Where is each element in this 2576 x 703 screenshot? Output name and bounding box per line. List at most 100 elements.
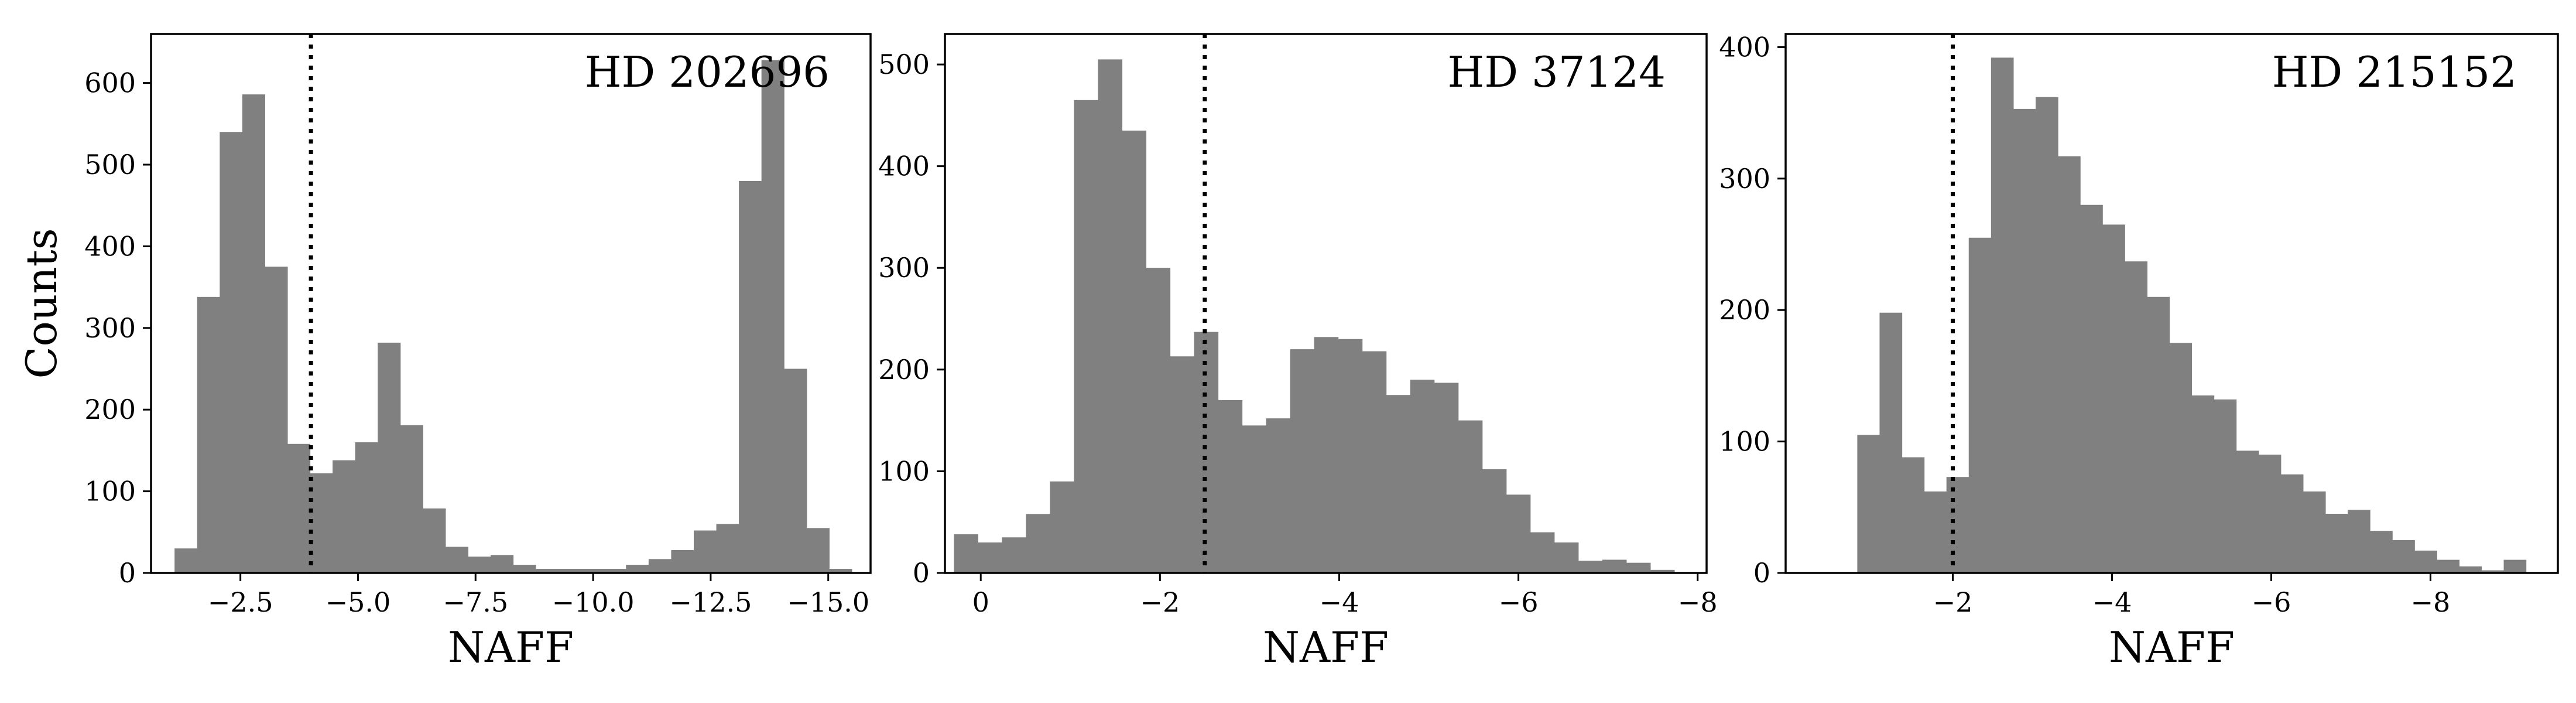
histogram-bar <box>2058 156 2081 573</box>
x-tick-label: −5.0 <box>326 586 391 618</box>
histogram-bar <box>2191 395 2215 573</box>
y-tick-label: 200 <box>1719 294 1770 326</box>
histogram-bar <box>1386 395 1411 573</box>
histogram-bar <box>400 425 423 573</box>
histogram-bar <box>2258 455 2282 573</box>
histogram-bar <box>581 569 604 573</box>
histogram-bar <box>2348 510 2371 573</box>
y-tick-label: 400 <box>84 230 136 262</box>
axes-frame <box>944 33 1708 574</box>
histogram-bar <box>1002 537 1026 573</box>
x-tick-label: −7.5 <box>443 586 508 618</box>
y-tick-label: 500 <box>878 49 930 80</box>
x-axis-label: NAFF <box>1263 623 1389 672</box>
histogram-bar <box>1946 477 1969 573</box>
x-tick-label: −2.5 <box>208 586 273 618</box>
histogram-bar <box>1362 351 1387 573</box>
histogram-bar <box>2437 559 2459 573</box>
histogram-bar <box>174 548 198 573</box>
axes-frame <box>1784 33 2559 574</box>
histogram-bar <box>2236 451 2259 573</box>
x-axis-label: NAFF <box>448 623 574 672</box>
x-tick-label: −6 <box>2252 586 2291 618</box>
histogram-bar <box>2169 343 2193 573</box>
histogram-bar <box>761 60 785 573</box>
histogram-bar <box>806 528 830 573</box>
panel-title: HD 215152 <box>2272 47 2517 97</box>
y-tick-label: 400 <box>1719 31 1770 63</box>
histogram-bar <box>355 442 378 573</box>
histogram-bar <box>1626 562 1651 573</box>
y-tick-label: 0 <box>1753 557 1770 589</box>
histogram-bar <box>1050 481 1075 573</box>
histogram-bar <box>784 368 807 573</box>
histogram-bar <box>445 547 469 573</box>
histogram-bar <box>2147 296 2170 573</box>
y-tick-label: 0 <box>119 557 136 589</box>
histogram-bar <box>1170 356 1195 573</box>
histogram-panel-hd-215152: −2 −4 −6 −8 0 100 200 300 400 HD 215152 NAFF <box>1719 31 2559 672</box>
histogram-bar <box>2125 261 2147 573</box>
histogram-bar <box>1506 494 1531 573</box>
histogram-bar <box>490 555 514 573</box>
x-tick-label: −4 <box>2092 586 2132 618</box>
histogram-bar <box>954 534 978 573</box>
histogram-bar <box>603 569 626 573</box>
histogram-bar <box>2214 399 2237 573</box>
x-tick-label: −15.0 <box>787 586 869 618</box>
y-tick-label: 400 <box>878 151 930 182</box>
histogram-bar <box>1314 337 1339 573</box>
y-tick-label: 300 <box>1719 163 1770 194</box>
y-tick-label: 200 <box>84 394 136 425</box>
histogram-bar <box>333 460 356 573</box>
histogram-bar <box>1194 332 1219 573</box>
histogram-bar <box>693 530 717 573</box>
histogram-bar <box>2481 570 2505 573</box>
histogram-bar <box>2414 550 2437 573</box>
histogram-panel-hd-37124: 0 −2 −4 −6 −8 0 100 200 300 400 500 HD 37124 NAFF <box>878 33 1718 672</box>
histogram-bar <box>1857 435 1880 573</box>
axes-frame <box>150 33 872 574</box>
histogram-bar <box>2280 474 2304 573</box>
y-tick-label: 500 <box>84 149 136 180</box>
histogram-bar <box>310 473 333 573</box>
histogram-bar <box>1968 237 1992 573</box>
x-axis-label: NAFF <box>2109 623 2235 672</box>
histogram-bar <box>1482 469 1507 573</box>
panel-title: HD 37124 <box>1448 47 1666 97</box>
y-tick-label: 0 <box>913 557 930 589</box>
histogram-bar <box>1578 561 1603 573</box>
histogram-bar <box>558 569 581 573</box>
histogram-bar <box>1924 491 1947 573</box>
x-tick-label: −12.5 <box>669 586 752 618</box>
x-tick-label: −4 <box>1320 586 1359 618</box>
histogram-bar <box>1122 130 1147 574</box>
histogram-bar <box>1410 380 1435 573</box>
y-tick-label: 200 <box>878 354 930 385</box>
y-tick-label: 300 <box>878 252 930 284</box>
histogram-bar <box>468 557 491 573</box>
histogram-bar <box>1530 532 1555 573</box>
histogram-bar <box>2303 491 2326 573</box>
histogram-bar <box>197 296 220 573</box>
histogram-bar <box>1434 383 1459 573</box>
histogram-bar <box>1902 457 1925 573</box>
histogram-bar <box>978 542 1002 573</box>
x-tick-label: −8 <box>2411 586 2451 618</box>
histogram-bar <box>423 508 446 573</box>
histogram-bar <box>2370 531 2393 573</box>
histogram-bar <box>1074 100 1099 573</box>
x-tick-label: −6 <box>1499 586 1539 618</box>
histogram-bar <box>1602 559 1627 573</box>
histogram-bar <box>2392 540 2415 573</box>
histogram-bar <box>716 524 739 573</box>
histogram-bar <box>1991 57 2014 573</box>
histogram-bar <box>1879 312 1903 573</box>
histogram-bar <box>1218 400 1243 573</box>
x-tick-label: −2 <box>1140 586 1180 618</box>
histogram-bar <box>671 550 694 573</box>
histogram-bar <box>1338 339 1363 573</box>
histogram-bar <box>2013 108 2036 573</box>
histogram-bar <box>2080 204 2103 574</box>
